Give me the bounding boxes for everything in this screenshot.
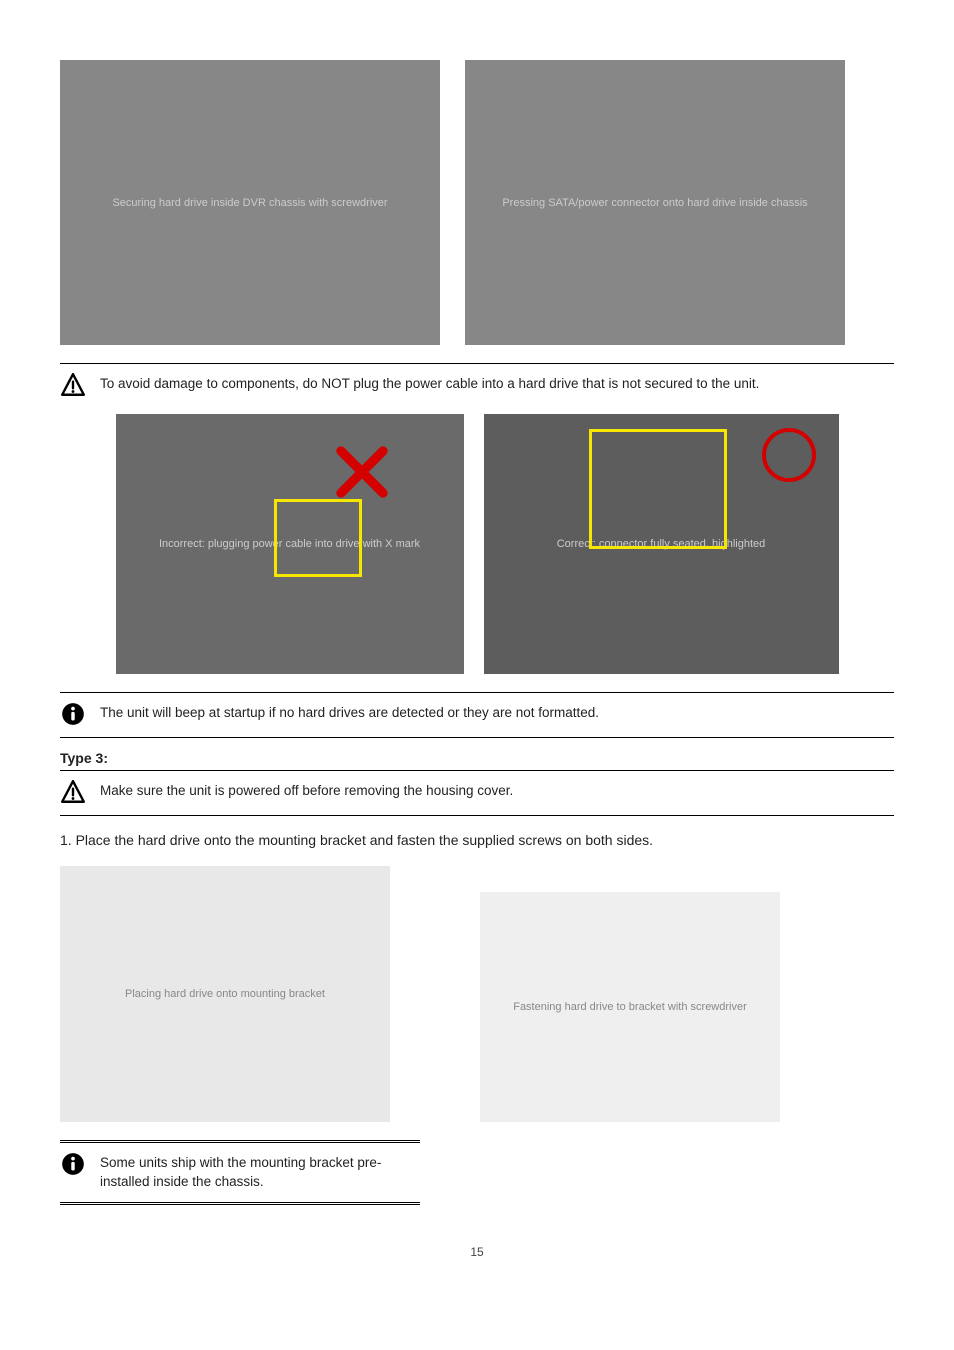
- image-alt: Fastening hard drive to bracket with scr…: [513, 1001, 747, 1013]
- section-heading: Type 3:: [60, 750, 894, 766]
- divider: [60, 815, 894, 816]
- image-row-mid: Incorrect: plugging power cable into dri…: [60, 414, 894, 674]
- info-icon: [60, 701, 86, 727]
- image-row-low: Placing hard drive onto mounting bracket…: [60, 866, 894, 1122]
- warning-callout: To avoid damage to components, do NOT pl…: [60, 364, 894, 408]
- highlight-circle: [762, 428, 816, 482]
- warning-text: To avoid damage to components, do NOT pl…: [100, 372, 894, 394]
- divider-double: [60, 1202, 420, 1205]
- info-callout: The unit will beep at startup if no hard…: [60, 693, 894, 737]
- image-alt: Pressing SATA/power connector onto hard …: [502, 197, 807, 209]
- image-top-right: Pressing SATA/power connector onto hard …: [465, 60, 845, 345]
- warning-icon: [60, 779, 86, 805]
- info-icon: [60, 1151, 86, 1177]
- info-callout: Some units ship with the mounting bracke…: [60, 1143, 420, 1202]
- page-number: 15: [60, 1245, 894, 1259]
- image-alt: Securing hard drive inside DVR chassis w…: [112, 197, 387, 209]
- warning-icon: [60, 372, 86, 398]
- highlight-rect: [589, 429, 727, 549]
- image-alt: Placing hard drive onto mounting bracket: [125, 988, 325, 1000]
- step-text: 1. Place the hard drive onto the mountin…: [60, 830, 894, 852]
- image-low-left: Placing hard drive onto mounting bracket: [60, 866, 390, 1122]
- image-mid-left: Incorrect: plugging power cable into dri…: [116, 414, 464, 674]
- info-text: The unit will beep at startup if no hard…: [100, 701, 894, 723]
- image-row-top: Securing hard drive inside DVR chassis w…: [60, 60, 894, 345]
- error-cross-icon: [334, 444, 390, 500]
- warning-callout: Make sure the unit is powered off before…: [60, 771, 894, 815]
- image-mid-right: Correct: connector fully seated, highlig…: [484, 414, 839, 674]
- document-page: Securing hard drive inside DVR chassis w…: [0, 0, 954, 1299]
- image-low-right: Fastening hard drive to bracket with scr…: [480, 892, 780, 1122]
- highlight-rect: [274, 499, 362, 577]
- image-top-left: Securing hard drive inside DVR chassis w…: [60, 60, 440, 345]
- divider: [60, 737, 894, 738]
- warning-text: Make sure the unit is powered off before…: [100, 779, 894, 801]
- info-text: Some units ship with the mounting bracke…: [100, 1151, 420, 1192]
